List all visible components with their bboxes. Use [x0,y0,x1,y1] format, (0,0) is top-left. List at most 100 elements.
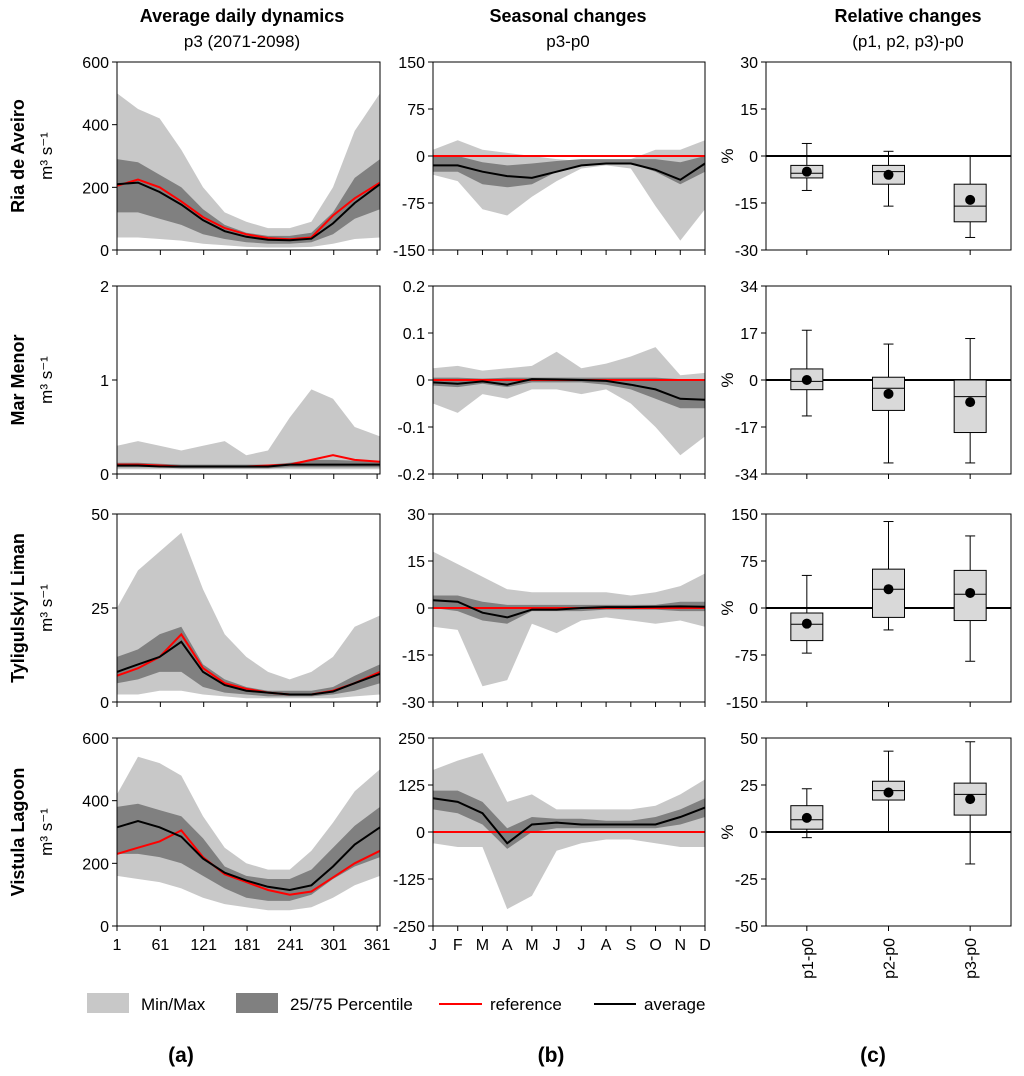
y-tick-label: 250 [398,731,425,748]
reference-line [116,829,381,896]
boxplot-p1-p0 [790,142,824,191]
box-mean-dot [801,618,812,629]
y-tick-label: 125 [398,778,425,795]
month-label: M [476,937,489,954]
y-tick-label: -75 [402,196,425,213]
y-tick-label: 0 [100,243,109,260]
col-c-title: Relative changes [834,6,981,26]
row-name: Vistula Lagoon [8,768,28,897]
y-tick-label: 25 [91,601,109,618]
minmax-band [117,389,380,470]
y-tick-label: -125 [393,872,425,889]
unit-label: m³ s⁻¹ [37,808,56,856]
average-line [117,463,380,468]
average-line [116,819,381,892]
average-line [432,797,706,845]
panel-label-c: (c) [860,1044,886,1067]
box-category-label: p1-p0 [800,938,817,979]
month-label: S [625,937,636,954]
boxplot-p2-p0 [872,150,905,207]
minmax-band [117,532,380,699]
y-tick-label: 2 [100,279,109,296]
y-tick-label: -25 [735,872,758,889]
row-name: Tyligulskyi Liman [8,533,28,683]
boxplot-p3-p0 [953,155,987,238]
y-tick-label: 75 [740,554,758,571]
percentile-band [117,803,380,901]
legend-percentile-label: 25/75 Percentile [290,995,413,1014]
y-tick-label: 0 [416,601,425,618]
month-label: O [649,937,661,954]
unit-label: m³ s⁻¹ [37,356,56,404]
y-tick-label: 1 [100,373,109,390]
percent-label: % [718,824,737,839]
col-a-title: Average daily dynamics [140,6,344,26]
month-label: D [699,937,711,954]
box-mean-dot [965,194,976,205]
box-mean-dot [801,812,812,823]
y-tick-label: 25 [740,778,758,795]
box-mean-dot [801,375,812,385]
y-tick-label: 15 [740,102,758,119]
average-line [433,162,706,181]
y-tick-label: 600 [82,55,109,72]
boxplot-p1-p0 [790,329,824,417]
percentile-band [433,156,705,188]
row-mar-menor: Mar Menor m³ s⁻¹ 0 1 2 -0.2 -0.1 0 0.1 0.2 -34 -17 0… [8,279,1012,484]
y-tick-label: 0 [100,695,109,712]
y-tick-label: -0.1 [397,420,425,437]
y-tick-label: 75 [407,102,425,119]
y-tick-label: -17 [735,420,758,437]
y-tick-label: 0 [749,825,758,842]
x-tick-label: 1 [113,937,122,954]
y-tick-label: 0 [749,373,758,390]
col-c-subtitle: (p1, p2, p3)-p0 [852,32,964,51]
box-mean-dot [883,388,894,399]
legend-minmax-label: Min/Max [141,995,206,1014]
y-tick-label: 30 [740,55,758,72]
box-mean-dot [883,584,894,595]
y-tick-label: -15 [402,648,425,665]
row-name: Ria de Aveiro [8,99,28,213]
boxplot-p1-p0 [790,788,824,839]
average-line [432,599,706,619]
average-line [116,640,381,696]
y-tick-label: -30 [735,243,758,260]
percent-label: % [718,148,737,163]
y-tick-label: 0.1 [403,326,425,343]
y-tick-label: 0 [416,373,425,390]
month-label: A [601,937,612,954]
y-tick-label: 30 [407,507,425,524]
month-label: J [429,937,437,954]
plots-area: Ria de Aveiro m³ s⁻¹0200400600-150-750751… [8,55,1012,979]
x-tick-label: 121 [190,937,217,954]
x-tick-label: 301 [320,937,347,954]
y-tick-label: 0 [100,467,109,484]
unit-label: m³ s⁻¹ [37,132,56,180]
legend-average-label: average [644,995,705,1014]
minmax-band [433,347,705,456]
percent-label: % [718,600,737,615]
y-tick-label: 200 [82,180,109,197]
row-name: Mar Menor [8,334,28,425]
y-tick-label: 150 [731,507,758,524]
y-tick-label: -34 [735,467,758,484]
box-category-label: p2-p0 [882,938,899,979]
month-label: A [502,937,513,954]
y-tick-label: -150 [393,243,425,260]
unit-label: m³ s⁻¹ [37,584,56,632]
row-vistula-lagoon: Vistula Lagoon m³ s⁻¹ 0 200 400 600 1 61 121 181 2… [8,731,1012,979]
y-tick-label: 200 [82,856,109,873]
plot-frame [116,737,381,927]
minmax-band [433,551,705,687]
box-category-label: p3-p0 [963,938,980,979]
boxplot-p3-p0 [953,535,987,662]
y-tick-label: 15 [407,554,425,571]
y-tick-label: -0.2 [397,467,425,484]
reference-line [116,178,381,241]
month-label: J [553,937,561,954]
y-tick-label: -50 [735,919,758,936]
boxplot-p3-p0 [953,338,987,464]
y-tick-label: 150 [398,55,425,72]
